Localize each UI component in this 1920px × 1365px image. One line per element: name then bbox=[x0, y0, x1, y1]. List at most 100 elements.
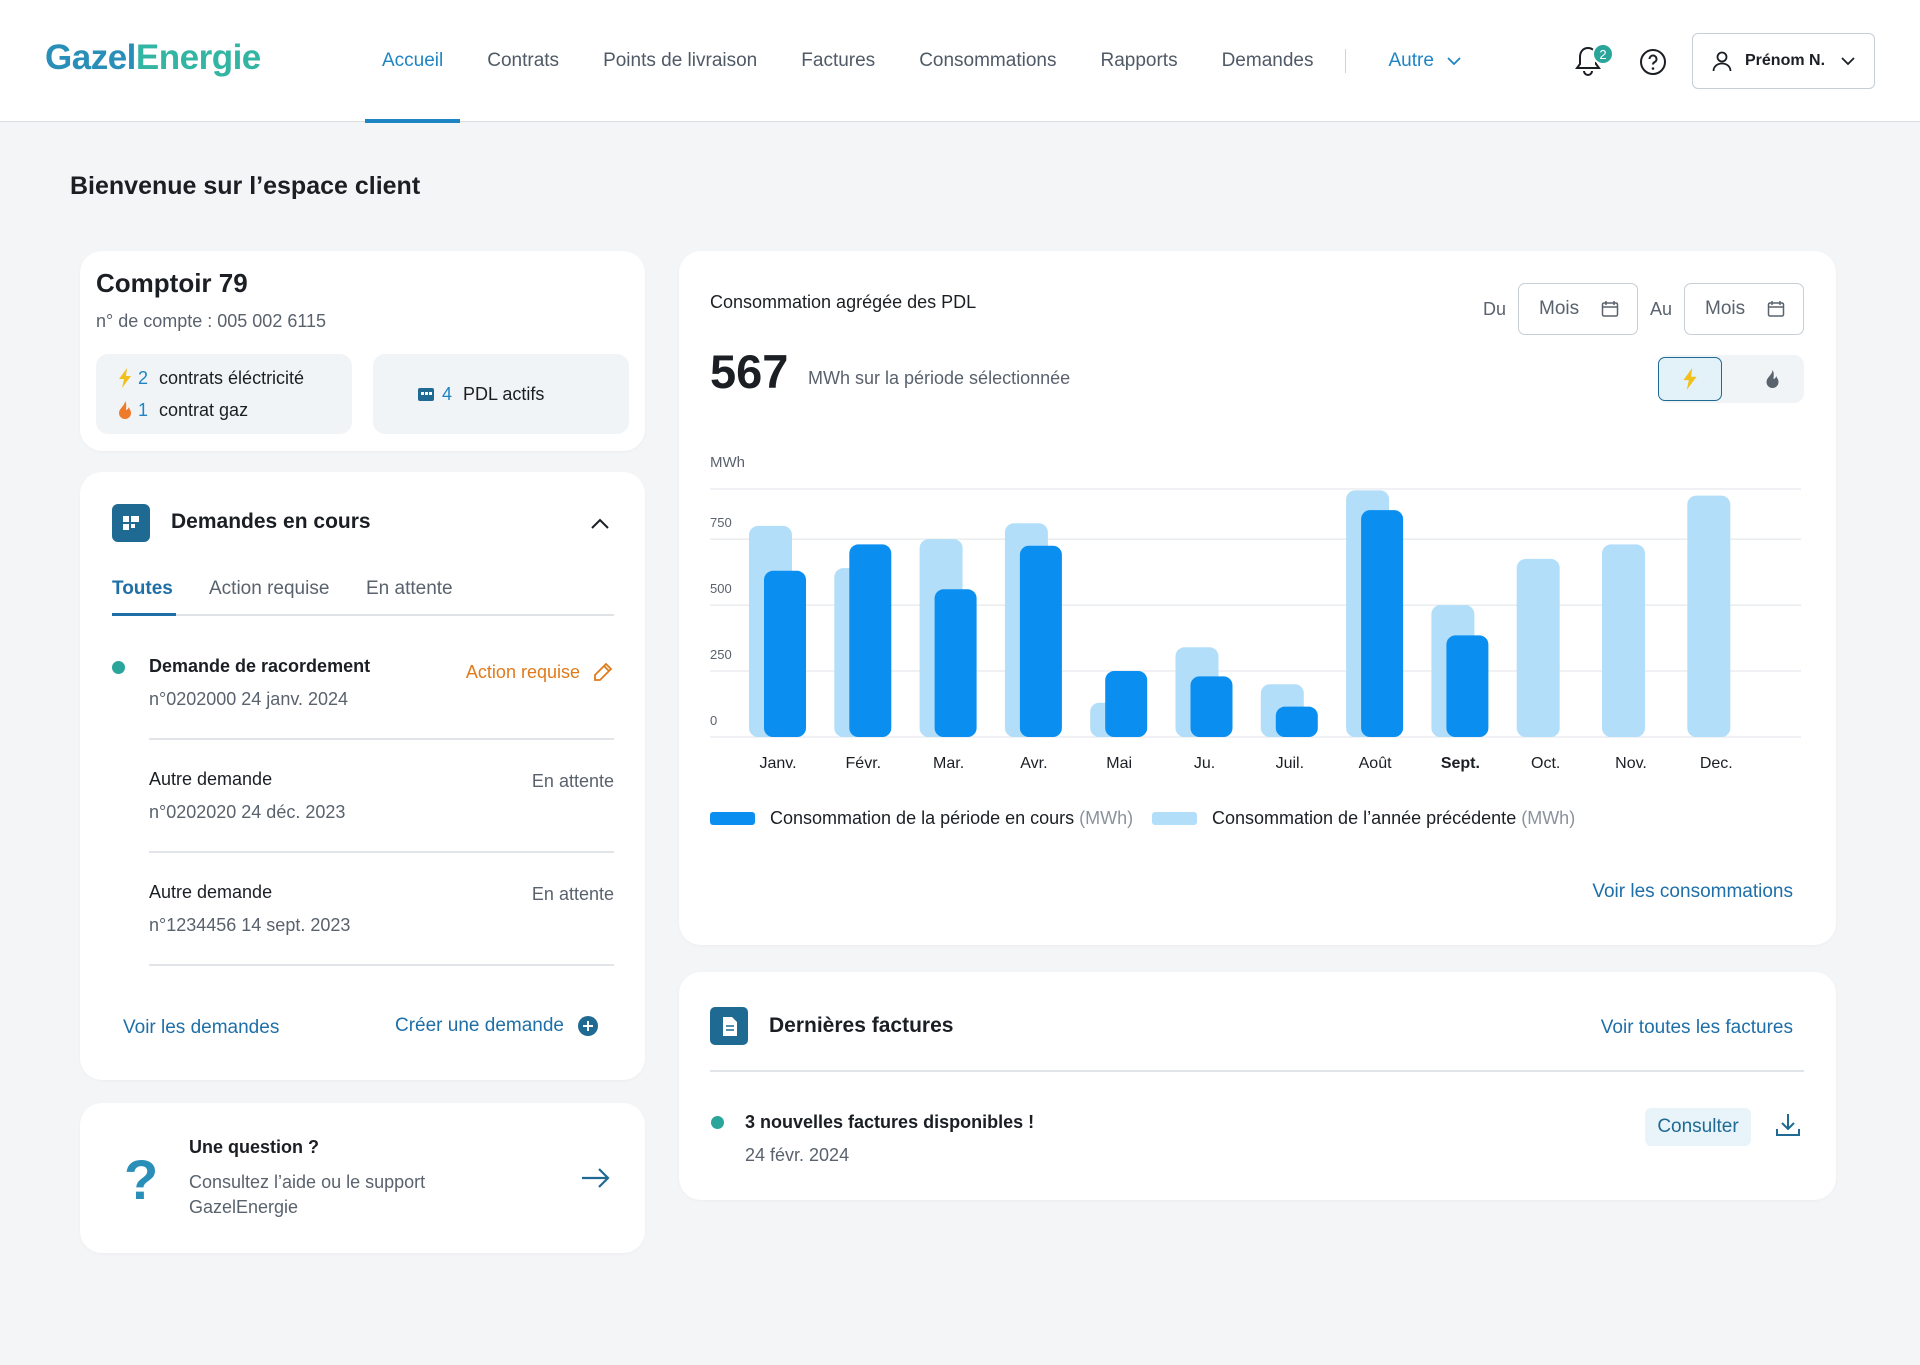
chevron-up-icon[interactable] bbox=[588, 512, 612, 536]
request-ref: n°1234456 14 sept. 2023 bbox=[149, 915, 351, 935]
x-tick-label: Août bbox=[1359, 755, 1392, 772]
toggle-electricity[interactable] bbox=[1658, 357, 1722, 401]
chevron-down-icon bbox=[1841, 57, 1855, 66]
request-status[interactable]: Action requise bbox=[466, 661, 614, 683]
download-icon[interactable] bbox=[1775, 1112, 1801, 1138]
legend-previous-label: Consommation de l’année précédente bbox=[1212, 808, 1517, 828]
gas-contracts-count: 1 bbox=[138, 399, 149, 420]
flame-icon bbox=[1766, 370, 1778, 388]
account-number: n° de compte : 005 002 6115 bbox=[96, 311, 327, 331]
toggle-gas[interactable] bbox=[1740, 357, 1804, 401]
x-tick-label: Nov. bbox=[1615, 755, 1647, 772]
main-nav: Accueil Contrats Points de livraison Fac… bbox=[360, 0, 1484, 123]
tab-toutes[interactable]: Toutes bbox=[112, 578, 176, 616]
y-tick-label: 750 bbox=[710, 515, 732, 530]
total-consumption: 567 bbox=[710, 345, 789, 398]
request-title: Demande de racordement bbox=[149, 656, 371, 676]
request-item[interactable]: Autre demande n°0202020 24 déc. 2023 En … bbox=[149, 769, 614, 823]
logo-text-part1: Gazel bbox=[45, 38, 136, 77]
logo-text-part2: Energie bbox=[135, 38, 261, 77]
legend-previous: Consommation de l’année précédente (MWh) bbox=[1152, 808, 1575, 829]
consumption-title: Consommation agrégée des PDL bbox=[710, 292, 977, 312]
user-name: Prénom N. bbox=[1745, 52, 1826, 69]
nav-item-consommations[interactable]: Consommations bbox=[919, 50, 1057, 71]
x-tick-label: Mai bbox=[1106, 755, 1132, 772]
divider bbox=[710, 1070, 1804, 1072]
from-label: Du bbox=[1483, 299, 1507, 319]
total-consumption-unit: MWh sur la période sélectionnée bbox=[808, 368, 1071, 388]
user-icon bbox=[1712, 51, 1732, 72]
help-icon[interactable] bbox=[1638, 47, 1668, 77]
bar-current-period bbox=[764, 570, 806, 737]
notification-badge: 2 bbox=[1592, 43, 1614, 65]
legend-previous-unit: (MWh) bbox=[1521, 808, 1576, 828]
request-status: En attente bbox=[531, 771, 614, 791]
request-title: Autre demande bbox=[149, 882, 273, 902]
user-menu-button[interactable]: Prénom N. bbox=[1692, 33, 1875, 89]
nav-item-accueil[interactable]: Accueil bbox=[360, 0, 465, 123]
x-tick-label: Avr. bbox=[1020, 755, 1047, 772]
nav-item-rapports[interactable]: Rapports bbox=[1100, 50, 1178, 71]
pdl-count: 4 bbox=[442, 383, 453, 404]
from-month-placeholder: Mois bbox=[1539, 298, 1580, 319]
nav-item-points-de-livraison[interactable]: Points de livraison bbox=[603, 50, 758, 71]
top-header: GazelEnergie Accueil Contrats Points de … bbox=[0, 0, 1920, 123]
bar-current-period bbox=[1105, 671, 1148, 737]
status-dot bbox=[711, 1116, 724, 1129]
status-dot bbox=[112, 661, 125, 674]
question-mark-icon: ? bbox=[124, 1148, 159, 1211]
tab-en-attente[interactable]: En attente bbox=[366, 578, 453, 599]
support-text-line1: Consultez l’aide ou le support bbox=[189, 1172, 426, 1192]
consumption-bar-chart: MWh 0 250 500 750 Janv. Févr. Mar. Avr. Mai Ju. J… bbox=[710, 454, 1801, 772]
nav-item-demandes[interactable]: Demandes bbox=[1221, 50, 1314, 71]
support-card[interactable] bbox=[80, 1103, 645, 1253]
request-ref: n°0202000 24 janv. 2024 bbox=[149, 689, 349, 709]
gas-contracts-row: 1 contrat gaz bbox=[118, 394, 352, 426]
x-tick-label: Juil. bbox=[1276, 755, 1304, 772]
see-all-invoices-link[interactable]: Voir toutes les factures bbox=[1600, 1017, 1793, 1038]
nav-more-dropdown[interactable]: Autre bbox=[1366, 0, 1483, 122]
legend-current-unit: (MWh) bbox=[1079, 808, 1134, 828]
create-request-button[interactable]: Créer une demande bbox=[395, 1015, 599, 1037]
brand-logo[interactable]: GazelEnergie bbox=[45, 38, 261, 78]
from-month-picker[interactable]: Mois bbox=[1518, 283, 1638, 335]
bar-previous-year bbox=[1516, 558, 1560, 737]
to-label: Au bbox=[1650, 299, 1673, 319]
legend-current-label: Consommation de la période en cours bbox=[770, 808, 1075, 828]
arrow-right-icon[interactable] bbox=[580, 1166, 612, 1190]
bar-current-period bbox=[1361, 510, 1404, 737]
see-consumption-link[interactable]: Voir les consommations bbox=[1592, 881, 1793, 902]
nav-item-contrats[interactable]: Contrats bbox=[487, 50, 560, 71]
request-ref: n°0202020 24 déc. 2023 bbox=[149, 802, 346, 822]
tab-action-requise[interactable]: Action requise bbox=[209, 578, 330, 599]
request-item[interactable]: Autre demande n°1234456 14 sept. 2023 En… bbox=[149, 882, 614, 936]
to-month-picker[interactable]: Mois bbox=[1684, 283, 1804, 335]
legend-swatch-current bbox=[710, 812, 755, 825]
see-requests-link[interactable]: Voir les demandes bbox=[123, 1017, 280, 1038]
x-tick-label: Sept. bbox=[1441, 755, 1480, 772]
request-title: Autre demande bbox=[149, 769, 273, 789]
y-axis-label: MWh bbox=[710, 454, 745, 471]
calendar-icon bbox=[1601, 301, 1619, 317]
pdl-tile[interactable]: 4 PDL actifs bbox=[373, 354, 629, 434]
x-tick-label: Févr. bbox=[846, 755, 882, 772]
contracts-tile[interactable]: 2 contrats éléctricité 1 contrat gaz bbox=[96, 354, 352, 434]
document-icon bbox=[710, 1007, 748, 1045]
requests-card bbox=[80, 472, 645, 1080]
requests-icon bbox=[112, 504, 150, 542]
request-item[interactable]: Demande de racordement n°0202000 24 janv… bbox=[149, 656, 614, 710]
x-tick-label: Mar. bbox=[933, 755, 964, 772]
y-tick-label: 250 bbox=[710, 647, 732, 662]
bar-previous-year bbox=[1687, 495, 1731, 737]
electricity-contracts-label: contrats éléctricité bbox=[159, 367, 305, 388]
nav-item-factures[interactable]: Factures bbox=[801, 50, 876, 71]
pencil-icon bbox=[594, 662, 613, 681]
divider bbox=[149, 851, 614, 853]
divider bbox=[149, 738, 614, 740]
lightning-icon bbox=[1683, 368, 1697, 390]
consult-button[interactable]: Consulter bbox=[1645, 1108, 1751, 1146]
legend-current: Consommation de la période en cours (MWh… bbox=[710, 808, 1133, 829]
requests-title: Demandes en cours bbox=[171, 510, 371, 533]
store-icon bbox=[418, 388, 434, 401]
x-tick-label: Ju. bbox=[1194, 755, 1215, 772]
